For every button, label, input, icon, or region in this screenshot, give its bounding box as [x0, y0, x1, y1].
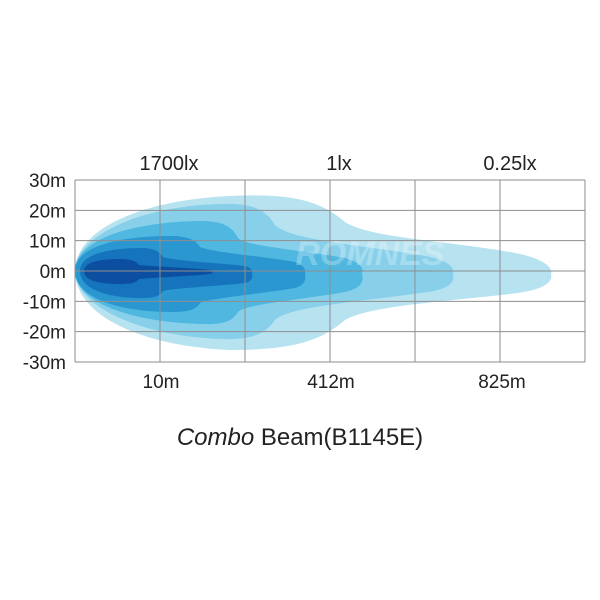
- x-axis-ticks: 10m 412m 825m: [143, 372, 526, 393]
- lux-label: 1lx: [326, 153, 352, 175]
- caption-italic: Combo: [176, 424, 255, 451]
- watermark: ROMNES: [295, 235, 445, 273]
- x-tick-label: 10m: [143, 372, 180, 393]
- y-tick-label: 30m: [29, 171, 66, 192]
- y-tick-label: 0m: [40, 262, 66, 283]
- x-tick-label: 412m: [307, 372, 355, 393]
- x-tick-label: 825m: [478, 372, 526, 393]
- chart-caption: Combo Beam(B1145E): [0, 424, 600, 452]
- lux-labels: 1700lx 1lx 0.25lx: [140, 153, 537, 175]
- caption-rest: Beam(B1145E): [254, 424, 424, 451]
- y-axis-ticks: 30m 20m 10m 0m -10m -20m -30m: [23, 171, 66, 374]
- lux-label: 1700lx: [140, 153, 199, 175]
- beam-contours: [75, 195, 552, 350]
- y-tick-label: 20m: [29, 201, 66, 222]
- grid-lines: [74, 179, 586, 363]
- y-tick-label: -30m: [23, 353, 66, 374]
- y-tick-label: -20m: [23, 323, 66, 344]
- y-tick-label: 10m: [29, 232, 66, 253]
- lux-label: 0.25lx: [483, 153, 536, 175]
- y-tick-label: -10m: [23, 292, 66, 313]
